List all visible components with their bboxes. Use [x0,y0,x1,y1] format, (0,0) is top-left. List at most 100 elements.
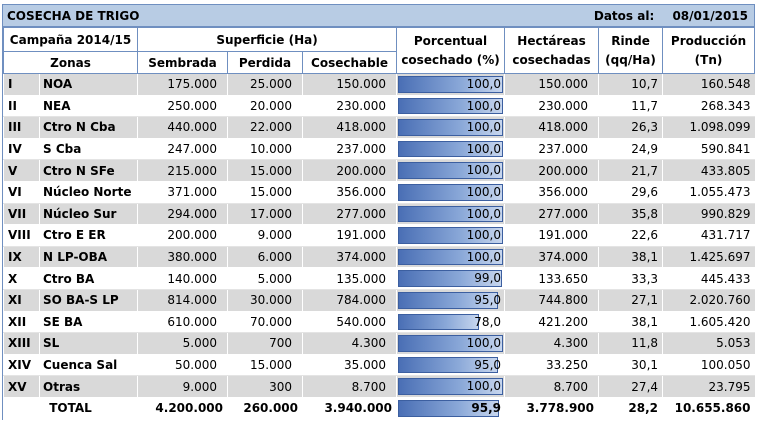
pct-bar [398,205,504,223]
harvest-table: Campaña 2014/15 Superficie (Ha) Porcentu… [3,27,756,420]
produccion-cell: 1.055.473 [662,181,755,204]
zone-name: Ctro N Cba [39,116,138,139]
table-row: V Ctro N SFe 215.000 15.000 200.000 100,0 200.… [3,159,755,182]
total-produccion: 10.655.860 [662,396,755,420]
pct-value: 100,0 [466,379,502,394]
pct-value: 99,0 [474,271,502,286]
pct-bar [398,97,504,115]
cosechado-label: cosechado (%) [401,52,500,67]
hectareas-cell: 421.200 [504,311,599,334]
row-number: XII [3,311,40,334]
perdida-cell: 22.000 [227,116,303,139]
pct-value: 100,0 [466,249,502,264]
campaign-header: Campaña 2014/15 [3,27,138,52]
pct-cell: 100,0 [396,95,505,118]
hectareas-cell: 33.250 [504,354,599,377]
zone-name: NOA [39,73,138,96]
date-info: Datos al: 08/01/2015 [580,9,748,23]
row-number: II [3,95,40,118]
pct-cell: 99,0 [396,267,505,290]
pct-cell: 95,0 [396,289,505,312]
rinde-cell: 21,7 [598,159,663,182]
pct-bar [398,183,504,201]
pct-bar [398,313,480,331]
hectareas-cell: 150.000 [504,73,599,96]
produccion-cell: 990.829 [662,203,755,226]
hectareas-cell: 200.000 [504,159,599,182]
zonas-header: Zonas [3,51,138,74]
table-row: III Ctro N Cba 440.000 22.000 418.000 100,0 41… [3,116,755,139]
table-row: IX N LP-OBA 380.000 6.000 374.000 100,0 374.00… [3,246,755,269]
hectareas-header: Hectáreas cosechadas [504,27,600,74]
zone-name: Otras [39,375,138,398]
zone-name: Núcleo Sur [39,203,138,226]
row-number: XI [3,289,40,312]
perdida-cell: 15.000 [227,354,303,377]
perdida-cell: 17.000 [227,203,303,226]
zone-name: N LP-OBA [39,246,138,269]
hectareas-cell: 8.700 [504,375,599,398]
produccion-cell: 23.795 [662,375,755,398]
rinde-cell: 10,7 [598,73,663,96]
cosechable-cell: 135.000 [301,267,397,290]
table-row: I NOA 175.000 25.000 150.000 100,0 150.000 10,7… [3,73,755,96]
rinde-cell: 38,1 [598,246,663,269]
sembrada-cell: 200.000 [137,224,228,247]
perdida-cell: 15.000 [227,181,303,204]
rinde-cell: 11,8 [598,332,663,355]
zone-name: S Cba [39,138,138,161]
sembrada-cell: 380.000 [137,246,228,269]
sembrada-cell: 294.000 [137,203,228,226]
rinde-cell: 26,3 [598,116,663,139]
sembrada-cell: 215.000 [137,159,228,182]
zone-name: SO BA-S LP [39,289,138,312]
total-sembrada: 4.200.000 [137,396,228,420]
hectareas-cell: 374.000 [504,246,599,269]
pct-cell: 100,0 [396,116,505,139]
pct-cell: 100,0 [396,224,505,247]
row-number: XIII [3,332,40,355]
pct-cell: 100,0 [396,181,505,204]
pct-value: 100,0 [466,228,502,243]
produccion-cell: 445.433 [662,267,755,290]
pct-bar [398,335,504,352]
produccion-cell: 100.050 [662,354,755,377]
cosechable-cell: 150.000 [301,73,397,96]
rinde-cell: 33,3 [598,267,663,290]
hectareas-cell: 418.000 [504,116,599,139]
perdida-cell: 70.000 [227,311,303,334]
pct-value: 78,0 [474,314,502,329]
total-cosechable: 3.940.000 [301,396,397,420]
pct-bar [398,270,502,287]
hectareas-label: Hectáreas [517,33,586,48]
rinde-cell: 27,4 [598,375,663,398]
cosechable-cell: 418.000 [301,116,397,139]
sembrada-cell: 175.000 [137,73,228,96]
produccion-cell: 590.841 [662,138,755,161]
pct-value: 100,0 [466,77,502,91]
total-rinde: 28,2 [598,396,663,420]
cosechable-cell: 200.000 [301,159,397,182]
pct-cell: 100,0 [396,375,505,398]
pct-cell: 100,0 [396,203,505,226]
perdida-cell: 300 [227,375,303,398]
total-pct-bar [398,399,499,417]
zone-name: Núcleo Norte [39,181,138,204]
perdida-cell: 30.000 [227,289,303,312]
pct-value: 100,0 [466,98,502,113]
produccion-cell: 431.717 [662,224,755,247]
perdida-cell: 9.000 [227,224,303,247]
table-row: XI SO BA-S LP 814.000 30.000 784.000 95,0 744.… [3,289,755,312]
pct-bar [398,227,504,244]
hectareas-cell: 356.000 [504,181,599,204]
zone-name: Ctro E ER [39,224,138,247]
table-row: X Ctro BA 140.000 5.000 135.000 99,0 133.650 33… [3,267,755,290]
table-row: IV S Cba 247.000 10.000 237.000 100,0 237.000 2… [3,138,755,161]
sembrada-cell: 50.000 [137,354,228,377]
pct-cell: 100,0 [396,332,505,355]
pct-value: 95,0 [474,357,502,372]
pct-value: 100,0 [466,163,502,178]
zone-name: Cuenca Sal [39,354,138,377]
pct-bar [398,248,504,266]
perdida-header: Perdida [227,51,303,74]
